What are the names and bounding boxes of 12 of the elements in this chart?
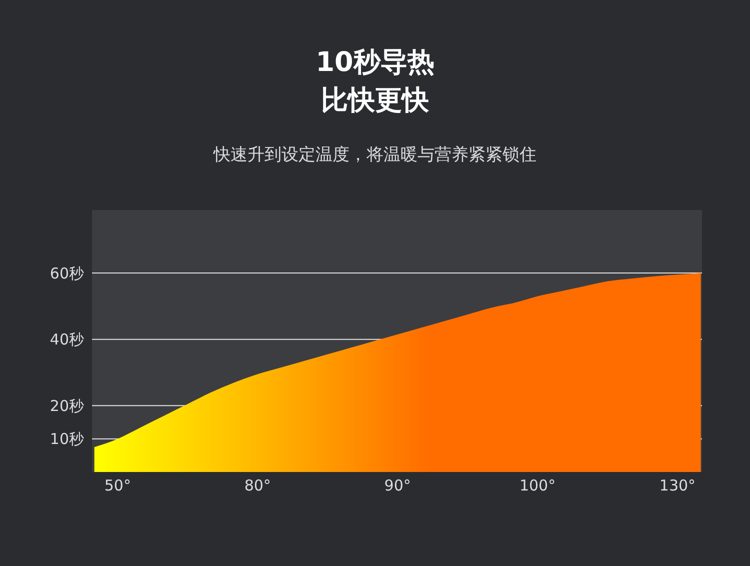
x-tick-label: 50° xyxy=(104,476,131,495)
x-tick-label: 130° xyxy=(659,476,696,495)
y-tick-label: 40秒 xyxy=(50,330,84,349)
x-tick-label: 80° xyxy=(244,476,271,495)
y-tick-label: 10秒 xyxy=(50,430,84,448)
chart-subtitle: 比快更快 xyxy=(320,84,430,118)
chart-title: 10秒导热 xyxy=(314,46,436,80)
text: 快速升到设定温度，将温暖与营养紧紧锁住 xyxy=(212,144,538,166)
x-tick-label: 100° xyxy=(519,476,556,495)
y-tick-label: 60秒 xyxy=(50,264,84,282)
y-tick-label: 20秒 xyxy=(50,396,84,415)
x-tick-label: 90° xyxy=(384,476,411,495)
